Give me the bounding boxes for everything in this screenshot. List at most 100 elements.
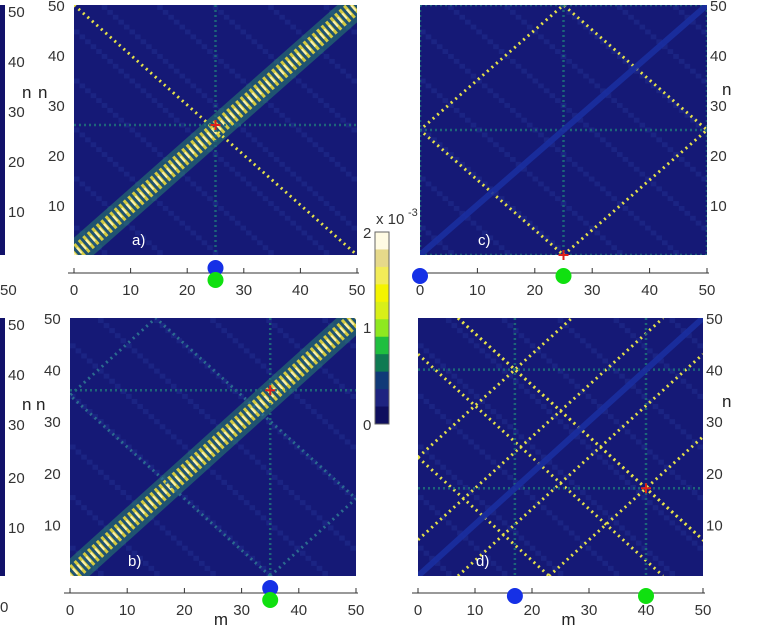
heatmap-texture-cell bbox=[445, 419, 452, 425]
heatmap-texture-cell bbox=[507, 323, 513, 329]
heatmap-texture-cell bbox=[510, 156, 516, 162]
heatmap-texture-cell bbox=[279, 112, 285, 118]
heatmap-texture-cell bbox=[294, 495, 300, 501]
heatmap-texture-cell bbox=[641, 444, 648, 450]
heatmap-texture-cell bbox=[333, 429, 340, 435]
heatmap-texture-cell bbox=[70, 545, 76, 551]
heatmap-texture-cell bbox=[260, 565, 267, 571]
heatmap-texture-cell bbox=[81, 404, 87, 410]
heatmap-texture-cell bbox=[137, 353, 143, 359]
heatmap-texture-cell bbox=[277, 479, 284, 485]
heatmap-texture-cell bbox=[468, 490, 474, 496]
heatmap-texture-cell bbox=[288, 439, 295, 445]
heatmap-texture-cell bbox=[465, 19, 471, 25]
heatmap-texture-cell bbox=[240, 29, 247, 35]
heatmap-texture-cell bbox=[487, 137, 494, 143]
heatmap-texture-cell bbox=[74, 225, 80, 231]
heatmap-texture-cell bbox=[647, 449, 653, 455]
heatmap-texture-cell bbox=[613, 469, 620, 475]
heatmap-texture-cell bbox=[257, 44, 263, 50]
heatmap-texture-cell bbox=[193, 353, 199, 359]
heatmap-texture-cell bbox=[229, 68, 235, 74]
heatmap-texture-cell bbox=[176, 490, 183, 496]
heatmap-texture-cell bbox=[307, 235, 313, 241]
heatmap-texture-cell bbox=[305, 454, 312, 460]
heatmap-texture-cell bbox=[148, 464, 155, 470]
y-tick-label: 10 bbox=[44, 517, 61, 534]
heatmap-texture-cell bbox=[684, 112, 691, 118]
heatmap-texture-cell bbox=[212, 152, 219, 157]
heatmap-texture-cell bbox=[218, 156, 224, 162]
heatmap-texture-cell bbox=[273, 156, 280, 162]
heatmap-texture-cell bbox=[135, 132, 141, 138]
heatmap-texture-cell bbox=[168, 210, 174, 216]
heatmap-texture-cell bbox=[684, 14, 691, 20]
heatmap-texture-cell bbox=[473, 495, 480, 501]
heatmap-texture-cell bbox=[429, 353, 435, 359]
heatmap-texture-cell bbox=[266, 368, 272, 374]
heatmap-texture-cell bbox=[218, 107, 224, 113]
heatmap-texture-cell bbox=[423, 348, 430, 354]
heatmap-fringe-diamond bbox=[420, 5, 707, 255]
heatmap-texture-cell bbox=[549, 191, 556, 197]
heatmap-texture-cell bbox=[669, 570, 676, 576]
heatmap-texture-cell bbox=[112, 112, 119, 118]
heatmap-texture-cell bbox=[351, 127, 357, 133]
heatmap-texture-cell bbox=[524, 388, 530, 394]
heatmap-texture-cell bbox=[240, 78, 247, 84]
heatmap-texture-cell bbox=[350, 444, 356, 450]
heatmap-texture-cell bbox=[585, 495, 592, 501]
heatmap-texture-cell bbox=[498, 98, 505, 104]
heatmap-texture-cell bbox=[344, 490, 351, 496]
heatmap-texture-cell bbox=[501, 469, 508, 475]
heatmap-texture-cell bbox=[210, 520, 216, 526]
heatmap-texture-cell bbox=[563, 525, 569, 531]
heatmap-texture-cell bbox=[112, 14, 119, 20]
heatmap-texture-cell bbox=[311, 510, 317, 516]
heatmap-texture-cell bbox=[515, 112, 522, 118]
heatmap-texture-cell bbox=[154, 318, 160, 324]
heatmap-texture-cell bbox=[210, 419, 216, 425]
heatmap-texture-cell bbox=[344, 439, 351, 445]
heatmap-texture-cell bbox=[159, 323, 166, 329]
heatmap-texture-cell bbox=[585, 545, 592, 551]
heatmap-texture-cell bbox=[697, 444, 703, 450]
heatmap-texture-cell bbox=[431, 88, 437, 94]
heatmap-texture-cell bbox=[588, 78, 595, 84]
heatmap-texture-cell bbox=[630, 383, 636, 389]
heatmap-texture-cell bbox=[613, 570, 620, 576]
heatmap-texture-cell bbox=[131, 449, 138, 455]
heatmap-texture-cell bbox=[168, 63, 174, 69]
heatmap-texture-cell bbox=[234, 73, 241, 79]
heatmap-texture-cell bbox=[98, 469, 104, 475]
heatmap-texture-cell bbox=[96, 245, 102, 251]
heatmap-texture-cell bbox=[238, 545, 244, 551]
heatmap-texture-cell bbox=[518, 333, 525, 339]
heatmap-texture-cell bbox=[79, 34, 86, 40]
colorbar-segment bbox=[375, 284, 389, 303]
heatmap-texture-cell bbox=[529, 495, 536, 501]
heatmap-texture-cell bbox=[608, 464, 614, 470]
heatmap-texture-cell bbox=[142, 409, 149, 415]
heatmap-texture-cell bbox=[212, 201, 219, 206]
heatmap-texture-cell bbox=[635, 338, 642, 344]
heatmap-texture-cell bbox=[176, 439, 183, 445]
heatmap-texture-cell bbox=[329, 58, 335, 64]
heatmap-texture-cell bbox=[198, 560, 205, 566]
heatmap-texture-cell bbox=[690, 19, 696, 25]
heatmap-texture-cell bbox=[616, 103, 623, 108]
heatmap-texture-cell bbox=[557, 469, 564, 475]
heatmap-texture-cell bbox=[436, 142, 443, 148]
heatmap-texture-cell bbox=[459, 210, 466, 216]
heatmap-texture-cell bbox=[701, 127, 707, 133]
heatmap-texture-cell bbox=[148, 515, 155, 521]
heatmap-texture-cell bbox=[613, 368, 620, 374]
heatmap-texture-cell bbox=[218, 58, 224, 64]
heatmap-texture-cell bbox=[684, 210, 691, 216]
heatmap-texture-cell bbox=[504, 103, 511, 108]
colorbar-gradient bbox=[375, 232, 389, 425]
heatmap-texture-cell bbox=[641, 495, 648, 501]
heatmap-texture-cell bbox=[129, 176, 136, 182]
heatmap-texture-cell bbox=[546, 510, 553, 516]
heatmap-texture-cell bbox=[701, 176, 707, 182]
